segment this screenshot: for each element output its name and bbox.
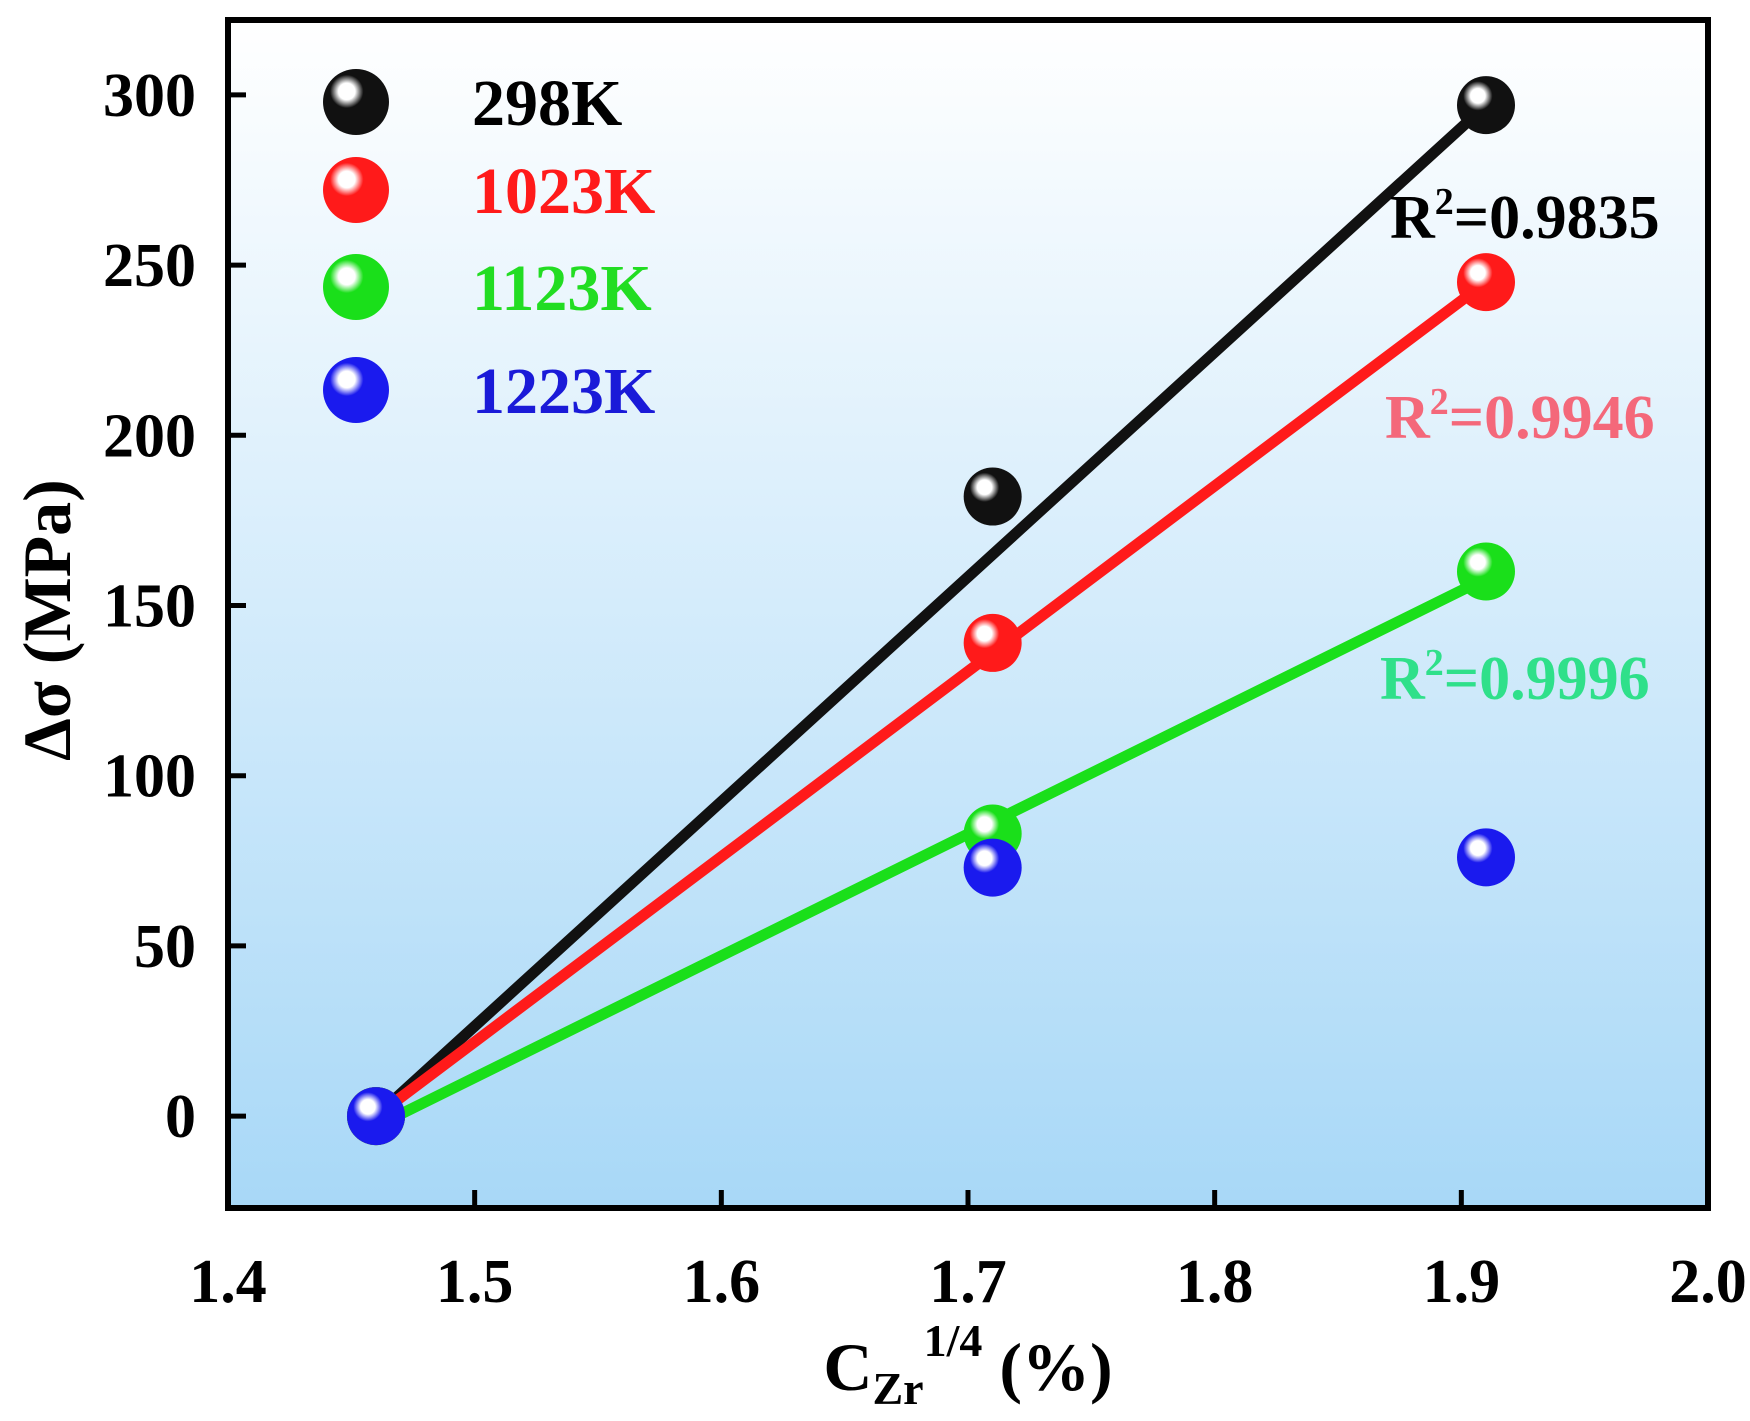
y-tick-label: 250 [103, 232, 196, 300]
x-tick-label: 1.8 [1176, 1248, 1254, 1316]
y-tick-label: 150 [103, 572, 196, 640]
data-point-298K-2 [1457, 76, 1515, 135]
fit-line-1123K [370, 572, 1492, 1132]
plot-area [228, 20, 1708, 1208]
x-tick-label: 1.7 [929, 1248, 1007, 1316]
data-point-1223K-1 [963, 838, 1022, 897]
x-tick-label: 2.0 [1669, 1248, 1747, 1316]
legend-label-298K: 298K [472, 67, 622, 140]
legend-marker-1123K [323, 254, 389, 320]
r2-label-298K: R2=0.9835 [1390, 181, 1660, 252]
data-point-1223K-0 [347, 1087, 405, 1146]
y-tick-label: 200 [103, 402, 196, 470]
data-point-1123K-2 [1457, 542, 1515, 601]
x-tick-label: 1.4 [189, 1248, 267, 1316]
legend-label-1123K: 1123K [472, 252, 652, 325]
y-tick-label: 100 [103, 743, 196, 811]
legend-label-1023K: 1023K [472, 155, 655, 228]
legend-marker-1223K [323, 357, 389, 423]
legend-marker-1023K [323, 157, 389, 223]
data-point-1023K-2 [1457, 253, 1515, 312]
y-tick-label: 300 [103, 62, 196, 130]
legend-label-1223K: 1223K [472, 355, 655, 428]
legend-marker-298K [323, 69, 389, 135]
x-tick-label: 1.6 [683, 1248, 761, 1316]
x-tick-label: 1.9 [1423, 1248, 1501, 1316]
y-axis-label: Δσ (MPa) [9, 479, 85, 761]
fit-line-298K [370, 99, 1492, 1122]
x-axis-label: CZr1/4 (%) [823, 1315, 1112, 1414]
y-tick-label: 50 [134, 913, 196, 981]
fit-line-1023K [370, 276, 1492, 1122]
data-point-1223K-2 [1457, 828, 1515, 887]
y-tick-label: 0 [165, 1083, 196, 1151]
data-point-1023K-1 [963, 613, 1022, 672]
r2-label-1123K: R2=0.9996 [1380, 642, 1650, 713]
r2-label-1023K: R2=0.9946 [1385, 381, 1655, 452]
x-tick-label: 1.5 [436, 1248, 514, 1316]
data-point-298K-1 [963, 467, 1022, 526]
